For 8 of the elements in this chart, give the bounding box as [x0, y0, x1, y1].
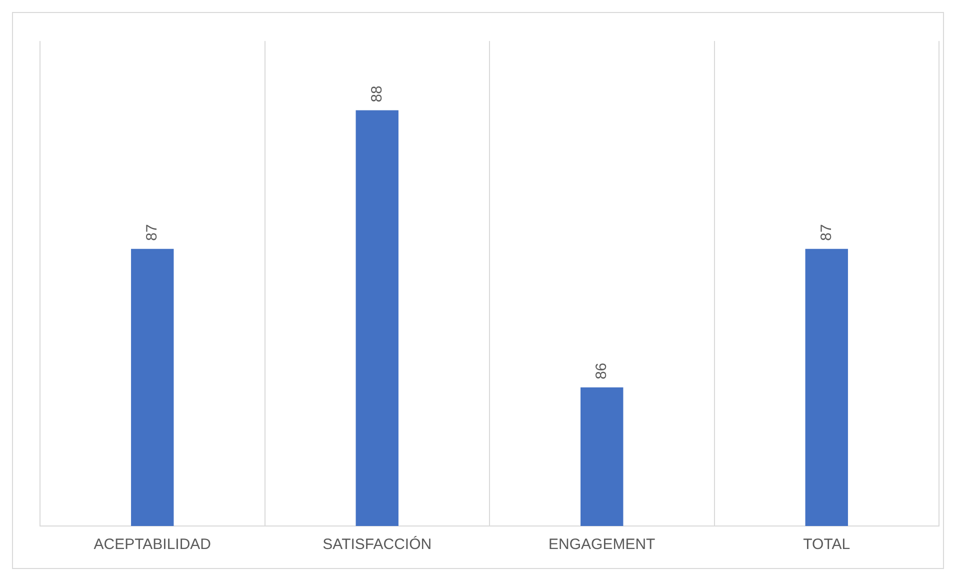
data-label: 87 [818, 224, 835, 241]
x-tick-label: SATISFACCIÓN [322, 535, 432, 554]
data-label: 86 [593, 362, 610, 380]
x-tick-label: TOTAL [803, 536, 850, 554]
x-tick-label: ENGAGEMENT [548, 536, 656, 554]
x-tick-label: ACEPTABILIDAD [94, 536, 212, 554]
data-label: 87 [144, 224, 161, 241]
data-label: 88 [368, 86, 386, 102]
